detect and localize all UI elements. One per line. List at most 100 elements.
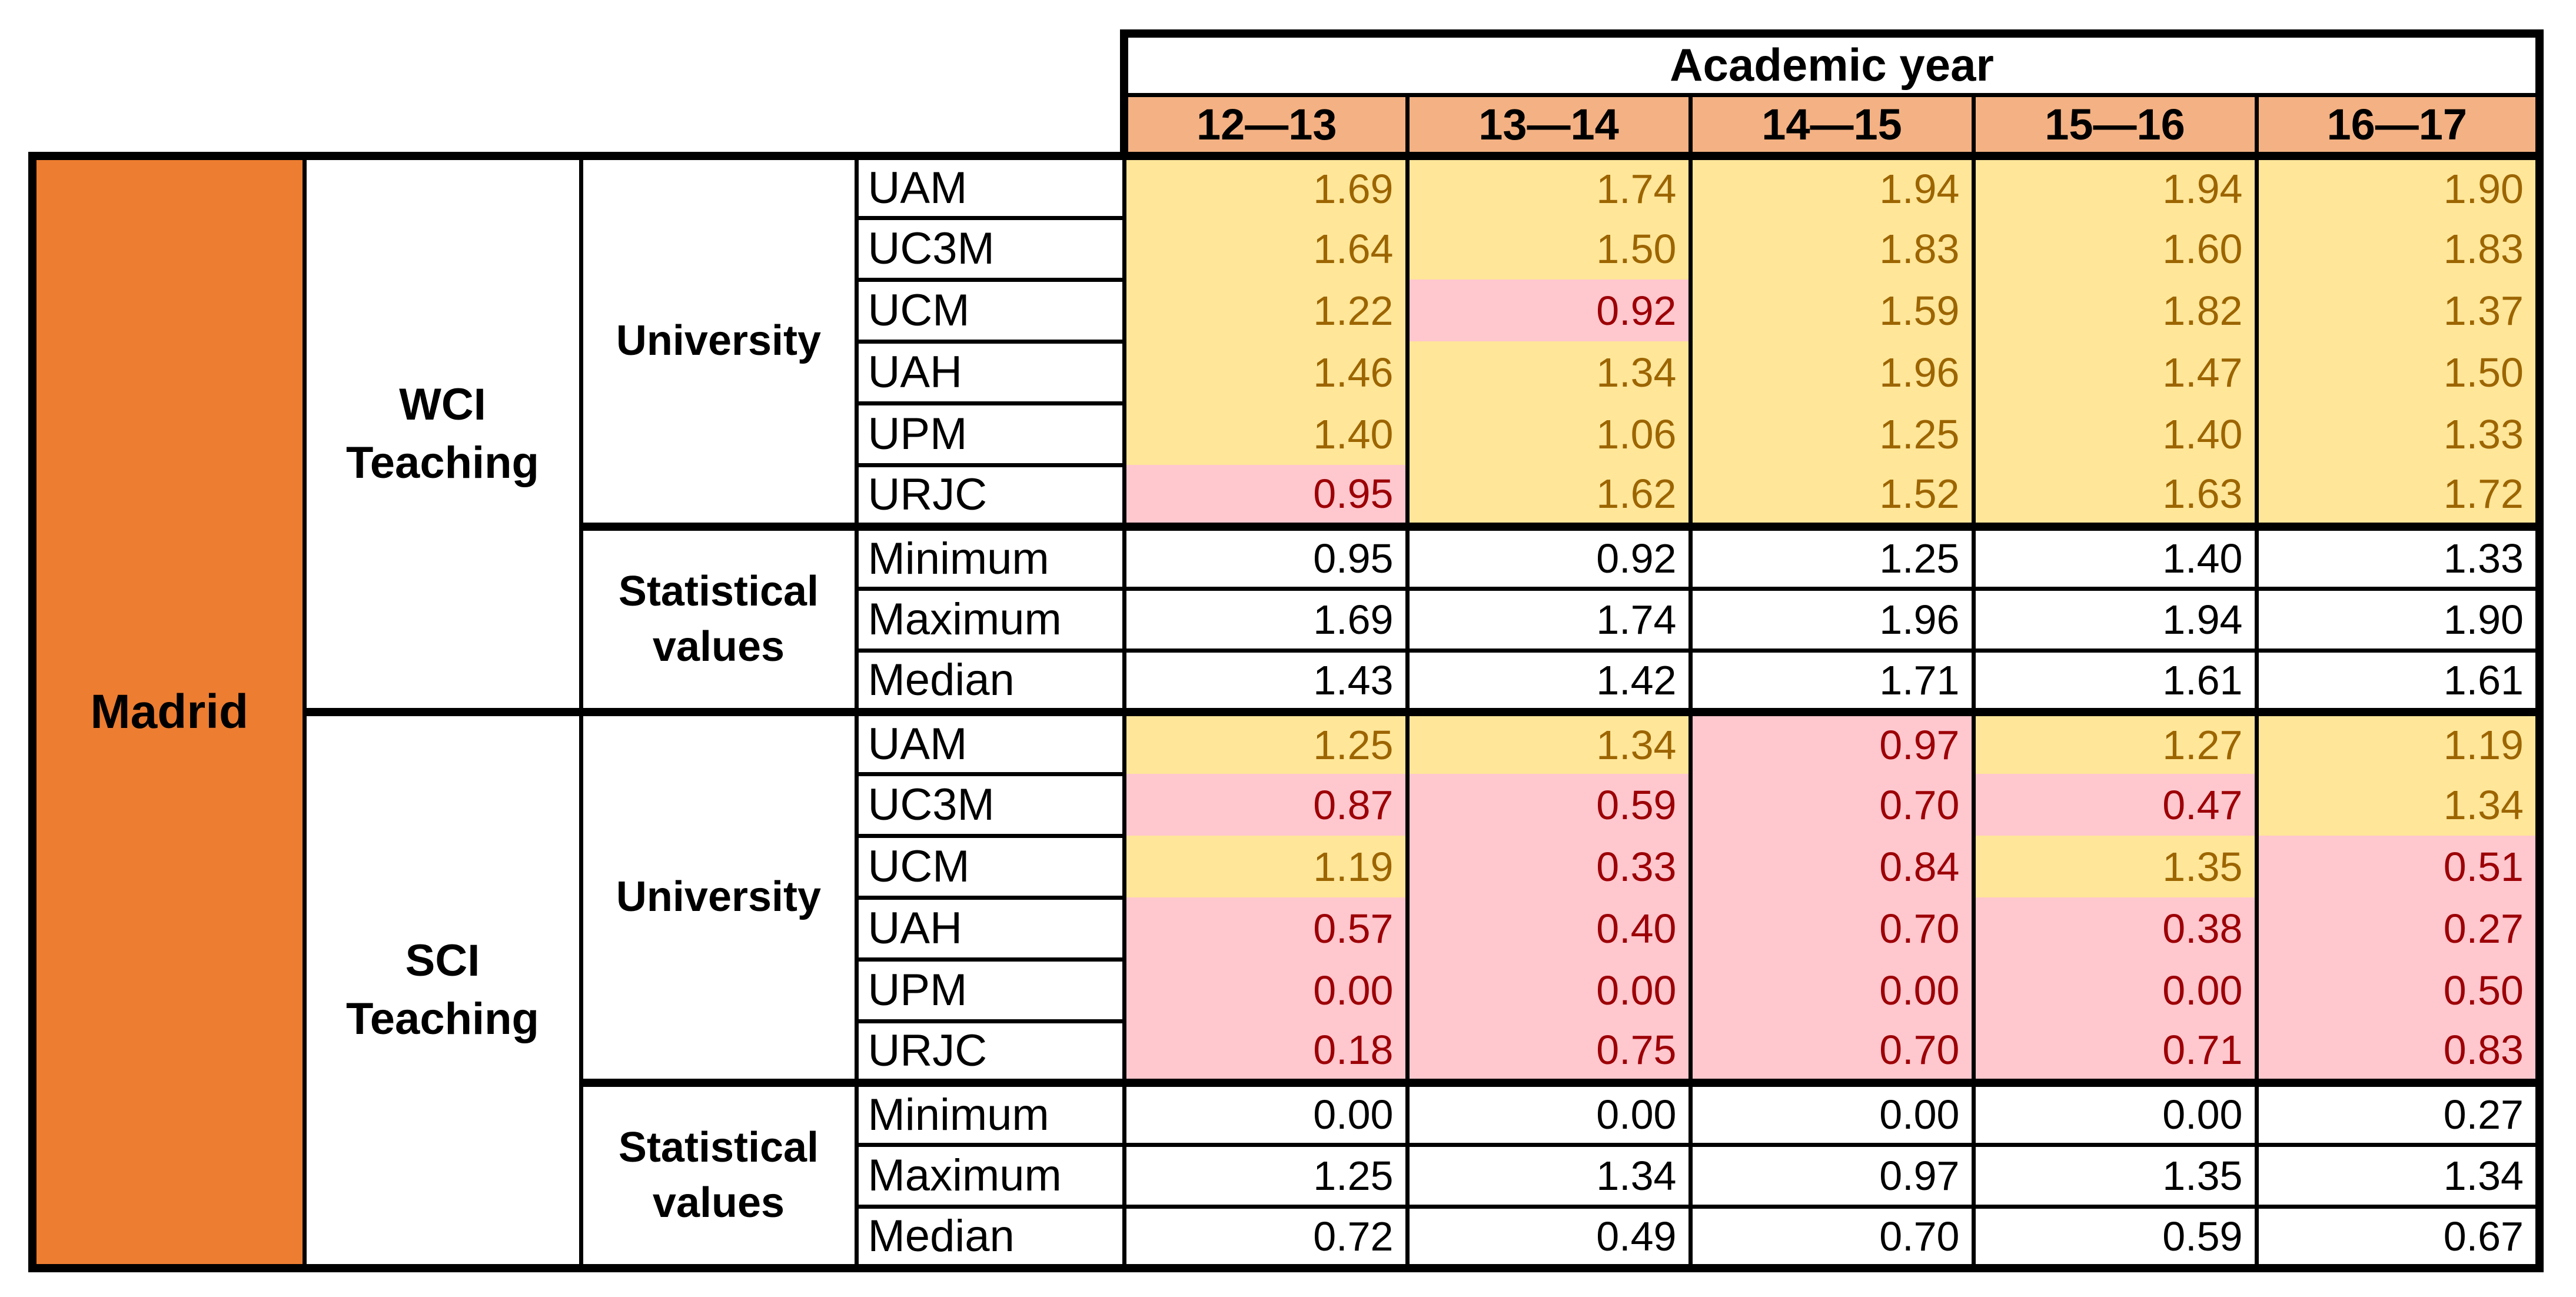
data-cell: 1.83 xyxy=(1688,218,1976,280)
row-label: UAM xyxy=(854,152,1126,220)
data-cell: 1.63 xyxy=(1971,465,2259,527)
data-cell: 0.92 xyxy=(1405,280,1693,341)
data-cell: 1.96 xyxy=(1688,341,1976,403)
data-cell: 0.97 xyxy=(1688,708,1976,774)
stat-cell: 0.97 xyxy=(1688,1142,1976,1209)
data-cell: 0.27 xyxy=(2254,897,2544,959)
data-cell: 0.00 xyxy=(1971,959,2259,1021)
data-cell: 1.94 xyxy=(1971,152,2259,218)
row-label: Maximum xyxy=(854,1142,1126,1209)
data-cell: 1.52 xyxy=(1688,465,1976,527)
stat-cell: 0.00 xyxy=(1405,1079,1693,1147)
data-cell: 0.84 xyxy=(1688,836,1976,897)
year-col-header-16-17: 16—17 xyxy=(2254,92,2544,160)
data-cell: 0.00 xyxy=(1122,959,1410,1021)
data-cell: 1.34 xyxy=(1405,708,1693,774)
year-col-header-15-16: 15—16 xyxy=(1971,92,2259,160)
row-label: UAH xyxy=(854,339,1126,405)
stat-cell: 0.59 xyxy=(1971,1204,2259,1272)
row-label: UC3M xyxy=(854,215,1126,282)
data-cell: 0.70 xyxy=(1688,1021,1976,1083)
stat-cell: 0.49 xyxy=(1405,1204,1693,1272)
data-cell: 1.82 xyxy=(1971,280,2259,341)
row-label: UPM xyxy=(854,401,1126,467)
row-label: URJC xyxy=(854,463,1126,529)
data-cell: 1.06 xyxy=(1405,403,1693,465)
data-cell: 1.83 xyxy=(2254,218,2544,280)
data-cell: 1.69 xyxy=(1122,152,1410,218)
data-cell: 1.74 xyxy=(1405,152,1693,218)
stat-cell: 0.95 xyxy=(1122,523,1410,591)
stat-cell: 1.74 xyxy=(1405,586,1693,653)
data-cell: 0.00 xyxy=(1405,959,1693,1021)
data-cell: 1.40 xyxy=(1971,403,2259,465)
stat-cell: 1.33 xyxy=(2254,523,2544,591)
data-cell: 1.40 xyxy=(1122,403,1410,465)
data-cell: 0.83 xyxy=(2254,1021,2544,1083)
row-label: URJC xyxy=(854,1019,1126,1085)
year-col-header-12-13: 12—13 xyxy=(1120,92,1410,160)
year-col-header-14-15: 14—15 xyxy=(1688,92,1976,160)
stat-cell: 1.71 xyxy=(1688,648,1976,716)
row-label: UAH xyxy=(854,895,1126,962)
data-cell: 1.64 xyxy=(1122,218,1410,280)
stat-cell: 1.96 xyxy=(1688,586,1976,653)
data-cell: 1.34 xyxy=(2254,774,2544,836)
stat-cell: 0.67 xyxy=(2254,1204,2544,1272)
row-label: Median xyxy=(854,1204,1126,1272)
row-label: UC3M xyxy=(854,771,1126,838)
data-cell: 1.50 xyxy=(2254,341,2544,403)
data-cell: 1.19 xyxy=(2254,708,2544,774)
row-label: UCM xyxy=(854,833,1126,900)
stat-cell: 0.70 xyxy=(1688,1204,1976,1272)
data-cell: 0.71 xyxy=(1971,1021,2259,1083)
data-cell: 0.87 xyxy=(1122,774,1410,836)
row-label: Minimum xyxy=(854,1079,1126,1147)
stat-cell: 1.34 xyxy=(2254,1142,2544,1209)
data-cell: 0.40 xyxy=(1405,897,1693,959)
stat-cell: 1.34 xyxy=(1405,1142,1693,1209)
data-cell: 0.70 xyxy=(1688,774,1976,836)
row-label: UPM xyxy=(854,957,1126,1023)
data-cell: 0.50 xyxy=(2254,959,2544,1021)
row-label: UAM xyxy=(854,708,1126,776)
year-col-header-13-14: 13—14 xyxy=(1405,92,1693,160)
data-cell: 1.60 xyxy=(1971,218,2259,280)
data-cell: 1.37 xyxy=(2254,280,2544,341)
stat-cell: 1.35 xyxy=(1971,1142,2259,1209)
stat-cell: 0.00 xyxy=(1688,1079,1976,1147)
data-cell: 0.70 xyxy=(1688,897,1976,959)
data-cell: 0.38 xyxy=(1971,897,2259,959)
row-label: Minimum xyxy=(854,523,1126,591)
data-cell: 1.35 xyxy=(1971,836,2259,897)
stat-cell: 1.90 xyxy=(2254,586,2544,653)
madrid-teaching-table: Academic year 12—13 13—14 14—15 15—16 16… xyxy=(28,29,2544,1272)
data-cell: 1.34 xyxy=(1405,341,1693,403)
row-label: Median xyxy=(854,648,1126,716)
region-label: Madrid xyxy=(28,152,307,1272)
group-label-university: University xyxy=(579,152,859,531)
data-cell: 1.25 xyxy=(1688,403,1976,465)
data-cell: 0.47 xyxy=(1971,774,2259,836)
stat-cell: 1.40 xyxy=(1971,523,2259,591)
data-cell: 0.57 xyxy=(1122,897,1410,959)
stat-cell: 1.94 xyxy=(1971,586,2259,653)
group-label-stats: Statistical values xyxy=(579,523,859,716)
data-cell: 1.46 xyxy=(1122,341,1410,403)
group-label-stats: Statistical values xyxy=(579,1079,859,1272)
data-cell: 1.50 xyxy=(1405,218,1693,280)
data-cell: 1.62 xyxy=(1405,465,1693,527)
stat-cell: 1.69 xyxy=(1122,586,1410,653)
stat-cell: 1.61 xyxy=(1971,648,2259,716)
section-label-wci: WCI Teaching xyxy=(302,152,583,716)
stat-cell: 0.27 xyxy=(2254,1079,2544,1147)
header-spacer xyxy=(32,34,1124,156)
data-cell: 1.72 xyxy=(2254,465,2544,527)
data-cell: 0.75 xyxy=(1405,1021,1693,1083)
stat-cell: 0.00 xyxy=(1971,1079,2259,1147)
stat-cell: 0.00 xyxy=(1122,1079,1410,1147)
data-cell: 0.18 xyxy=(1122,1021,1410,1083)
data-cell: 1.27 xyxy=(1971,708,2259,774)
data-cell: 1.19 xyxy=(1122,836,1410,897)
